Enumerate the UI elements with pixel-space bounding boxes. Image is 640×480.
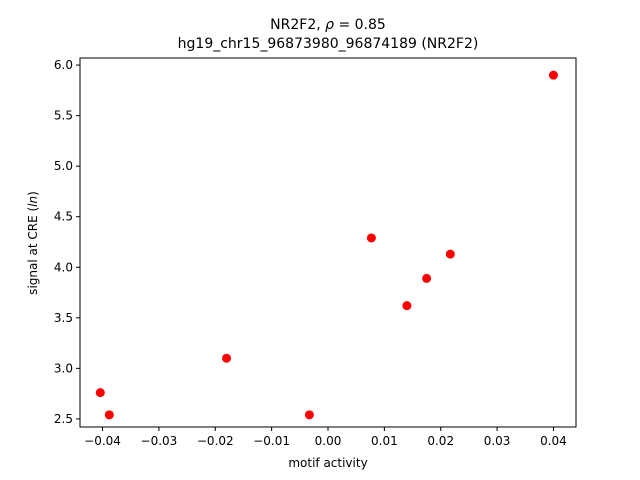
data-point	[445, 249, 455, 259]
chart-title-rho: ρ	[325, 17, 334, 33]
x-tick-label: −0.02	[197, 434, 234, 448]
y-axis-label: signal at CRE (ln)	[26, 191, 40, 295]
x-tick-label: −0.01	[253, 434, 290, 448]
y-tick-label: 4.0	[54, 260, 73, 274]
data-point	[366, 233, 376, 243]
plot-frame	[79, 57, 577, 428]
y-tick-label: 3.0	[54, 361, 73, 375]
chart-title-line-1: NR2F2, ρ = 0.85	[270, 17, 386, 33]
chart-title-suffix: = 0.85	[334, 17, 386, 33]
data-point	[402, 301, 412, 311]
x-tick-label: 0.02	[427, 434, 454, 448]
x-tick-label: −0.04	[84, 434, 121, 448]
y-tick-label: 3.5	[54, 311, 73, 325]
data-point	[304, 410, 314, 420]
x-tick-label: 0.01	[371, 434, 398, 448]
data-point	[422, 273, 432, 283]
x-tick-label: 0.00	[315, 434, 342, 448]
x-axis-ticks: −0.04 −0.03 −0.02 −0.01 0.00 0.01 0.02 0.03 0.04	[84, 427, 567, 448]
data-points	[95, 70, 558, 420]
chart-title-prefix: NR2F2,	[270, 17, 325, 33]
x-tick-label: 0.04	[540, 434, 567, 448]
data-point	[548, 70, 558, 80]
data-point	[222, 353, 232, 363]
data-point	[95, 388, 105, 398]
y-tick-label: 2.5	[54, 412, 73, 426]
y-axis-label-italic: ln	[26, 196, 40, 207]
y-axis-ticks: 2.5 3.0 3.5 4.0 4.5 5.0 5.5 6.0	[54, 58, 80, 426]
x-axis-label: motif activity	[288, 456, 367, 470]
y-tick-label: 5.0	[54, 159, 73, 173]
chart-title-line-2: hg19_chr15_96873980_96874189 (NR2F2)	[178, 36, 479, 52]
y-tick-label: 5.5	[54, 109, 73, 123]
y-axis-label-suffix: )	[26, 191, 40, 196]
y-axis-label-prefix: signal at CRE (	[26, 207, 40, 295]
y-tick-label: 4.5	[54, 210, 73, 224]
x-tick-label: −0.03	[141, 434, 178, 448]
data-point	[104, 410, 114, 420]
x-tick-label: 0.03	[484, 434, 511, 448]
y-tick-label: 6.0	[54, 58, 73, 72]
